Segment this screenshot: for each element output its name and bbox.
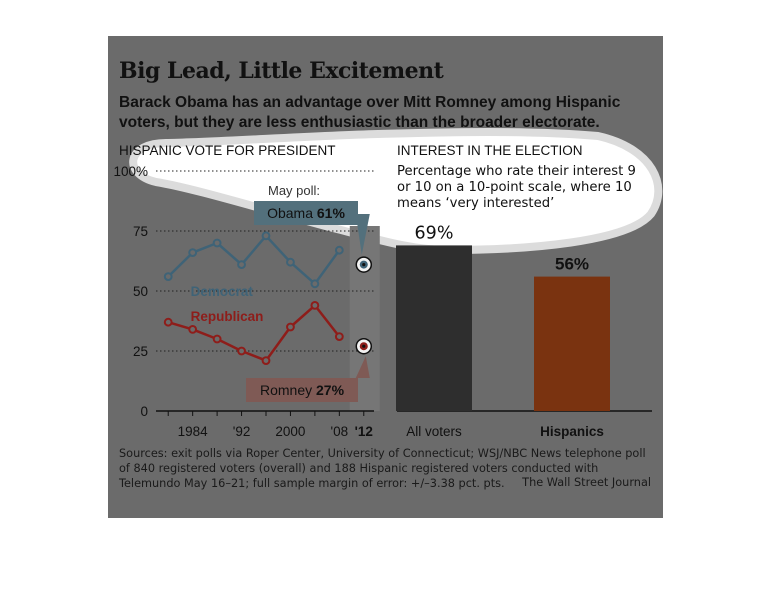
x-tick-label: 1984 [178,424,209,439]
y-tick-label: 75 [133,224,148,239]
data-point-republican [188,325,198,334]
bar-hispanics [534,276,610,411]
obama-callout-label: Obama 61% [267,205,345,221]
bar-value-label-hispanics: 56% [555,255,589,274]
bar-category-label-all-voters: All voters [406,424,462,439]
data-point-republican [237,346,246,356]
series-label-republican: Republican [191,309,264,324]
data-point-republican [163,317,173,327]
data-point-democrat [237,260,246,270]
credit-label: The Wall Street Journal [522,476,651,489]
data-point-republican [310,301,320,310]
data-point-democrat [310,279,320,289]
chart-subtitle: Barack Obama has an advantage over Mitt … [119,94,621,131]
poll-marker-center-obama [362,263,366,267]
bar-value-label-all-voters: 69% [415,223,454,243]
obama-callout-value: 61% [317,205,346,221]
data-point-republican [334,332,344,342]
y-tick-label: 25 [133,344,148,359]
data-point-democrat [163,272,173,282]
romney-callout-pointer [355,356,370,378]
y-tick-label: 50 [133,284,148,299]
series-line-republican [167,304,341,362]
data-point-democrat [286,257,295,267]
bar-chart-title: INTEREST IN THE ELECTION [397,143,583,158]
y-tick-label: 100% [113,164,148,179]
data-point-democrat [334,245,344,255]
romney-callout-label: Romney 27% [260,382,345,398]
data-point-republican [261,356,271,366]
series-label-democrat: Democrat [191,284,254,299]
x-tick-label: '12 [355,424,373,439]
x-tick-label: 2000 [275,424,305,439]
series-line-democrat [167,234,341,286]
bar-all-voters [396,245,472,411]
poll-marker-center-romney [362,344,366,348]
data-point-republican [212,334,222,344]
chart-graphic: Big Lead, Little Excitement Barack Obama… [108,36,663,518]
data-point-republican [286,322,295,332]
romney-callout-name: Romney [260,382,316,398]
data-point-democrat [212,238,222,248]
poll-label: May poll: [268,183,320,198]
line-chart-title: HISPANIC VOTE FOR PRESIDENT [119,143,336,158]
obama-callout-name: Obama [267,205,317,221]
chart-title: Big Lead, Little Excitement [119,58,444,84]
bar-category-label-hispanics: Hispanics [540,424,604,439]
obama-callout-pointer [355,214,370,255]
obama-callout-box [254,201,358,225]
x-tick-label: '08 [331,424,349,439]
x-tick-label: '92 [233,424,251,439]
charts-canvas: 0 25 50 75 100% 1984 '92 2000 '08 '12 Democrat Repu… [113,164,652,439]
y-tick-label: 0 [140,404,148,419]
sources-note: Sources: exit polls via Roper Center, Un… [119,447,646,490]
bar-chart-note: Percentage who rate their interest 9 or … [397,164,636,211]
data-point-democrat [261,231,271,241]
romney-callout-box [246,378,358,402]
romney-callout-value: 27% [316,382,345,398]
data-point-democrat [188,248,198,258]
